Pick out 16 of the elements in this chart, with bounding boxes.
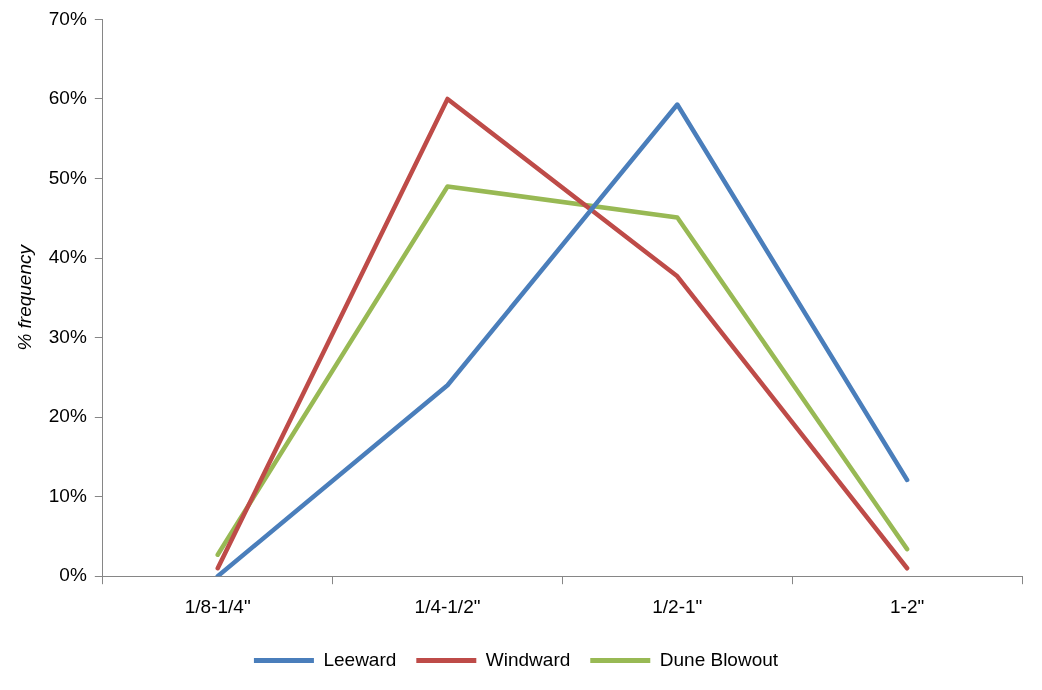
x-tick-label: 1/2-1" — [652, 595, 703, 617]
y-axis-title: % frequency — [13, 243, 35, 351]
y-tick-label: 10% — [48, 484, 87, 506]
y-tick-label: 70% — [48, 7, 87, 29]
y-tick-label: 40% — [48, 246, 87, 268]
y-tick-label: 60% — [48, 87, 87, 109]
y-tick-label: 50% — [48, 166, 87, 188]
y-tick-label: 0% — [59, 564, 87, 586]
legend-label: Dune Blowout — [659, 648, 779, 670]
x-tick-label: 1-2" — [889, 595, 925, 617]
x-tick-label: 1/8-1/4" — [184, 595, 251, 617]
legend-label: Windward — [485, 648, 571, 670]
legend-label: Leeward — [323, 648, 397, 670]
x-tick-label: 1/4-1/2" — [414, 595, 481, 617]
y-tick-label: 30% — [48, 325, 87, 347]
y-tick-label: 20% — [48, 405, 87, 427]
